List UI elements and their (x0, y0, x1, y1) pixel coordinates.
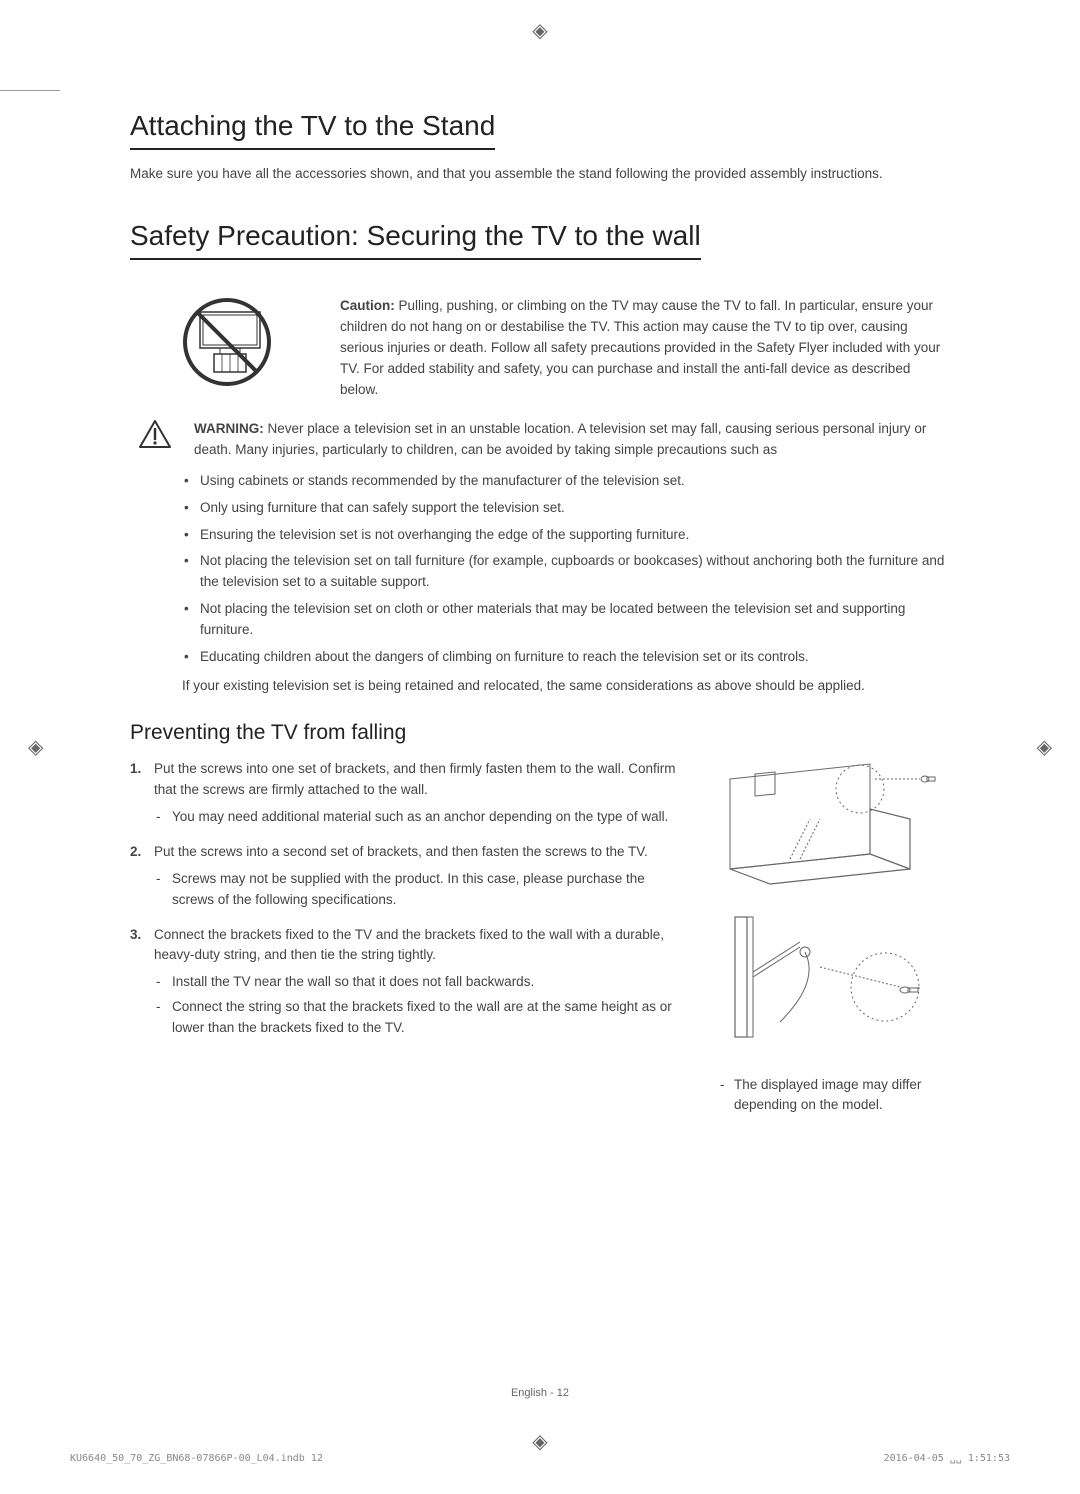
bullet-item: Not placing the television set on tall f… (182, 551, 950, 593)
footer-timestamp: 2016-04-05 ␣␣ 1:51:53 (884, 1453, 1010, 1464)
warning-icon (138, 419, 172, 461)
page-footer: English - 12 (0, 1387, 1080, 1399)
registration-mark-left: ◈ (28, 735, 43, 760)
warning-body: Never place a television set in an unsta… (194, 421, 926, 457)
heading-attaching: Attaching the TV to the Stand (130, 110, 495, 150)
registration-mark-bottom: ◈ (532, 1429, 547, 1454)
warning-row: WARNING: Never place a television set in… (130, 419, 950, 461)
diagram-wall-mount-top (720, 759, 950, 894)
step-subitem: You may need additional material such as… (154, 807, 690, 828)
registration-mark-right: ◈ (1037, 735, 1052, 760)
intro-text: Make sure you have all the accessories s… (130, 164, 950, 184)
bullet-item: Using cabinets or stands recommended by … (182, 471, 950, 492)
step-item: Put the screws into one set of brackets,… (130, 759, 690, 828)
heading-safety: Safety Precaution: Securing the TV to th… (130, 220, 701, 260)
caution-body: Pulling, pushing, or climbing on the TV … (340, 298, 940, 397)
prohibition-icon (170, 294, 300, 401)
bullet-item: Ensuring the television set is not overh… (182, 525, 950, 546)
image-note: The displayed image may differ depending… (720, 1075, 950, 1116)
heading-preventing: Preventing the TV from falling (130, 721, 950, 745)
step-sublist: Install the TV near the wall so that it … (154, 972, 690, 1039)
step-item: Put the screws into a second set of brac… (130, 842, 690, 911)
footer-metadata: KU6640_50_70_ZG_BN68-07866P-00_L04.indb … (70, 1453, 1010, 1464)
crop-mark (0, 90, 60, 91)
post-bullets-text: If your existing television set is being… (182, 676, 950, 697)
step-subitem: Connect the string so that the brackets … (154, 997, 690, 1039)
caution-label: Caution: (340, 298, 395, 313)
caution-row: Caution: Pulling, pushing, or climbing o… (130, 294, 950, 401)
two-column-layout: Put the screws into one set of brackets,… (130, 759, 950, 1116)
registration-mark-top: ◈ (532, 18, 547, 43)
bullet-item: Educating children about the dangers of … (182, 647, 950, 668)
caution-text: Caution: Pulling, pushing, or climbing o… (340, 294, 950, 401)
step-text: Put the screws into one set of brackets,… (154, 761, 676, 797)
footer-file: KU6640_50_70_ZG_BN68-07866P-00_L04.indb … (70, 1453, 323, 1464)
bullet-item: Only using furniture that can safely sup… (182, 498, 950, 519)
warning-bullets: Using cabinets or stands recommended by … (182, 471, 950, 668)
step-sublist: You may need additional material such as… (154, 807, 690, 828)
warning-label: WARNING: (194, 421, 264, 436)
diagram-column: The displayed image may differ depending… (720, 759, 950, 1116)
page-content: Attaching the TV to the Stand Make sure … (130, 110, 950, 1116)
bullet-item: Not placing the television set on cloth … (182, 599, 950, 641)
steps-column: Put the screws into one set of brackets,… (130, 759, 690, 1116)
step-text: Connect the brackets fixed to the TV and… (154, 927, 664, 963)
step-item: Connect the brackets fixed to the TV and… (130, 925, 690, 1040)
step-subitem: Screws may not be supplied with the prod… (154, 869, 690, 911)
warning-text: WARNING: Never place a television set in… (194, 419, 950, 461)
diagram-wall-mount-bottom (720, 912, 950, 1057)
step-sublist: Screws may not be supplied with the prod… (154, 869, 690, 911)
steps-list: Put the screws into one set of brackets,… (130, 759, 690, 1039)
step-text: Put the screws into a second set of brac… (154, 844, 648, 859)
step-subitem: Install the TV near the wall so that it … (154, 972, 690, 993)
